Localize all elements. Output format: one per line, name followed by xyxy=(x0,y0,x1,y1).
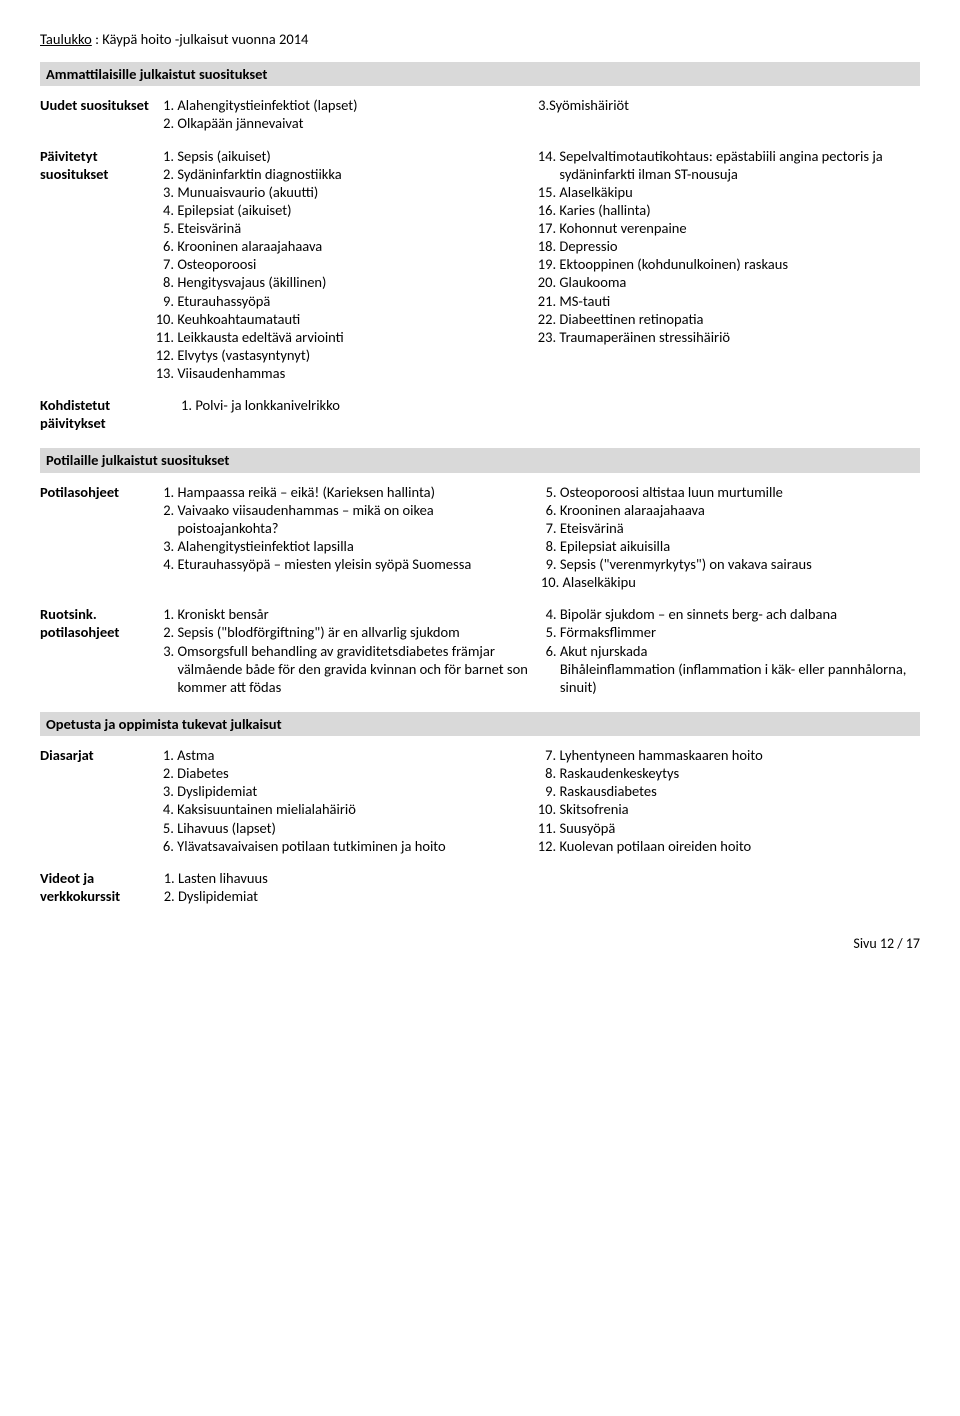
list-item: Sepsis (aikuiset) xyxy=(177,147,531,165)
list-item: Elvytys (vastasyntynyt) xyxy=(177,346,531,364)
list-item: Hengitysvajaus (äkillinen) xyxy=(177,273,531,291)
label-videot: Videot ja verkkokurssit xyxy=(40,865,156,915)
kohd-list: Polvi- ja lonkkanivelrikko xyxy=(155,396,914,414)
paiv-right-list: Sepelvaltimotautikohtaus: epästabiili an… xyxy=(537,147,914,346)
label-kohd: Kohdistetut päivitykset xyxy=(40,392,155,442)
list-item: Karies (hallinta) xyxy=(559,201,914,219)
list-item: Bipolär sjukdom – en sinnets berg- ach d… xyxy=(560,605,914,623)
list-item: Leikkausta edeltävä arviointi xyxy=(177,328,531,346)
list-item: Alahengitystieinfektiot (lapset) xyxy=(177,96,532,114)
list-item: Lihavuus (lapset) xyxy=(177,819,531,837)
list-item: Eturauhassyöpä – miesten yleisin syöpä S… xyxy=(178,555,532,573)
list-item: Ylävatsavaivaisen potilaan tutkiminen ja… xyxy=(177,837,531,855)
list-item: Keuhkoahtaumatauti xyxy=(177,310,531,328)
list-item: Diabetes xyxy=(177,764,531,782)
dias-left-list: AstmaDiabetesDyslipidemiatKaksisuuntaine… xyxy=(155,746,531,855)
list-item: Sepsis ("verenmyrkytys") on vakava saira… xyxy=(560,555,914,573)
page-title: Taulukko : Käypä hoito -julkaisut vuonna… xyxy=(40,30,920,48)
list-item: Kohonnut verenpaine xyxy=(559,219,914,237)
uudet-right: 3.Syömishäiriöt xyxy=(538,92,920,142)
pot-right-extra: 10. Alaselkäkipu xyxy=(538,573,914,591)
list-item: MS-tauti xyxy=(559,292,914,310)
list-item: Sydäninfarktin diagnostiikka xyxy=(177,165,531,183)
list-item: Eturauhassyöpä xyxy=(177,292,531,310)
list-item: Kuolevan potilaan oireiden hoito xyxy=(559,837,914,855)
list-item: Krooninen alaraajahaava xyxy=(560,501,914,519)
section-opetus: Opetusta ja oppimista tukevat julkaisut xyxy=(40,712,920,736)
uudet-left-list: Alahengitystieinfektiot (lapset)Olkapään… xyxy=(155,96,532,132)
list-item: Suusyöpä xyxy=(559,819,914,837)
pot-table: Potilasohjeet Hampaassa reikä – eikä! (K… xyxy=(40,479,920,706)
videot-list: Lasten lihavuusDyslipidemiat xyxy=(156,869,914,905)
list-item: Lyhentyneen hammaskaaren hoito xyxy=(559,746,914,764)
dias-table: Diasarjat AstmaDiabetesDyslipidemiatKaks… xyxy=(40,742,920,865)
list-item: Ektooppinen (kohdunulkoinen) raskaus xyxy=(559,255,914,273)
label-dias: Diasarjat xyxy=(40,742,155,865)
list-item: Alahengitystieinfektiot lapsilla xyxy=(178,537,532,555)
title-rest: : Käypä hoito -julkaisut vuonna 2014 xyxy=(92,30,309,48)
label-ruots: Ruotsink. potilasohjeet xyxy=(40,601,156,706)
videot-table: Videot ja verkkokurssit Lasten lihavuusD… xyxy=(40,865,920,915)
list-item: Sepelvaltimotautikohtaus: epästabiili an… xyxy=(559,147,914,183)
list-item: Raskaudenkeskeytys xyxy=(559,764,914,782)
list-item: Astma xyxy=(177,746,531,764)
list-item: Traumaperäinen stressihäiriö xyxy=(559,328,914,346)
list-item: Polvi- ja lonkkanivelrikko xyxy=(195,396,914,414)
list-item: Eteisvärinä xyxy=(177,219,531,237)
list-item: Alaselkäkipu xyxy=(559,183,914,201)
list-item: Kaksisuuntainen mielialahäiriö xyxy=(177,800,531,818)
list-item: Viisaudenhammas xyxy=(177,364,531,382)
ruots-left-list: Kroniskt bensårSepsis ("blodförgiftning"… xyxy=(156,605,532,696)
list-item: Raskausdiabetes xyxy=(559,782,914,800)
list-item: Kroniskt bensår xyxy=(178,605,532,623)
list-item: Eteisvärinä xyxy=(560,519,914,537)
list-item: Epilepsiat aikuisilla xyxy=(560,537,914,555)
pot-right-list: Osteoporoosi altistaa luun murtumilleKro… xyxy=(538,483,914,574)
paiv-table: Päivitetyt suositukset Sepsis (aikuiset)… xyxy=(40,143,920,443)
list-item: Vaivaako viisaudenhammas – mikä on oikea… xyxy=(178,501,532,537)
label-paiv: Päivitetyt suositukset xyxy=(40,143,155,393)
list-item: Sepsis ("blodförgiftning") är en allvarl… xyxy=(178,623,532,641)
label-uudet: Uudet suositukset xyxy=(40,92,155,142)
ruots-right-extra: Bihåleinflammation (inflammation i käk- … xyxy=(538,660,914,696)
list-item: Osteoporoosi xyxy=(177,255,531,273)
list-item: Förmaksflimmer xyxy=(560,623,914,641)
list-item: Dyslipidemiat xyxy=(177,782,531,800)
pot-left-list: Hampaassa reikä – eikä! (Karieksen halli… xyxy=(156,483,532,574)
section-ammat: Ammattilaisille julkaistut suositukset xyxy=(40,62,920,86)
uudet-table: Uudet suositukset Alahengitystieinfektio… xyxy=(40,92,920,142)
list-item: Skitsofrenia xyxy=(559,800,914,818)
list-item: Dyslipidemiat xyxy=(178,887,914,905)
list-item: Diabeettinen retinopatia xyxy=(559,310,914,328)
ruots-right-list: Bipolär sjukdom – en sinnets berg- ach d… xyxy=(538,605,914,659)
label-potohj: Potilasohjeet xyxy=(40,479,156,602)
dias-right-list: Lyhentyneen hammaskaaren hoitoRaskaudenk… xyxy=(537,746,914,855)
section-pot: Potilaille julkaistut suositukset xyxy=(40,448,920,472)
list-item: Glaukooma xyxy=(559,273,914,291)
list-item: Krooninen alaraajahaava xyxy=(177,237,531,255)
list-item: Olkapään jännevaivat xyxy=(177,114,532,132)
title-prefix: Taulukko xyxy=(40,30,92,48)
list-item: Depressio xyxy=(559,237,914,255)
paiv-left-list: Sepsis (aikuiset)Sydäninfarktin diagnost… xyxy=(155,147,531,383)
list-item: Munuaisvaurio (akuutti) xyxy=(177,183,531,201)
list-item: Lasten lihavuus xyxy=(178,869,914,887)
list-item: Hampaassa reikä – eikä! (Karieksen halli… xyxy=(178,483,532,501)
list-item: Akut njurskada xyxy=(560,642,914,660)
list-item: Omsorgsfull behandling av graviditetsdia… xyxy=(178,642,532,696)
list-item: Osteoporoosi altistaa luun murtumille xyxy=(560,483,914,501)
page-footer: Sivu 12 / 17 xyxy=(40,935,920,953)
list-item: Epilepsiat (aikuiset) xyxy=(177,201,531,219)
